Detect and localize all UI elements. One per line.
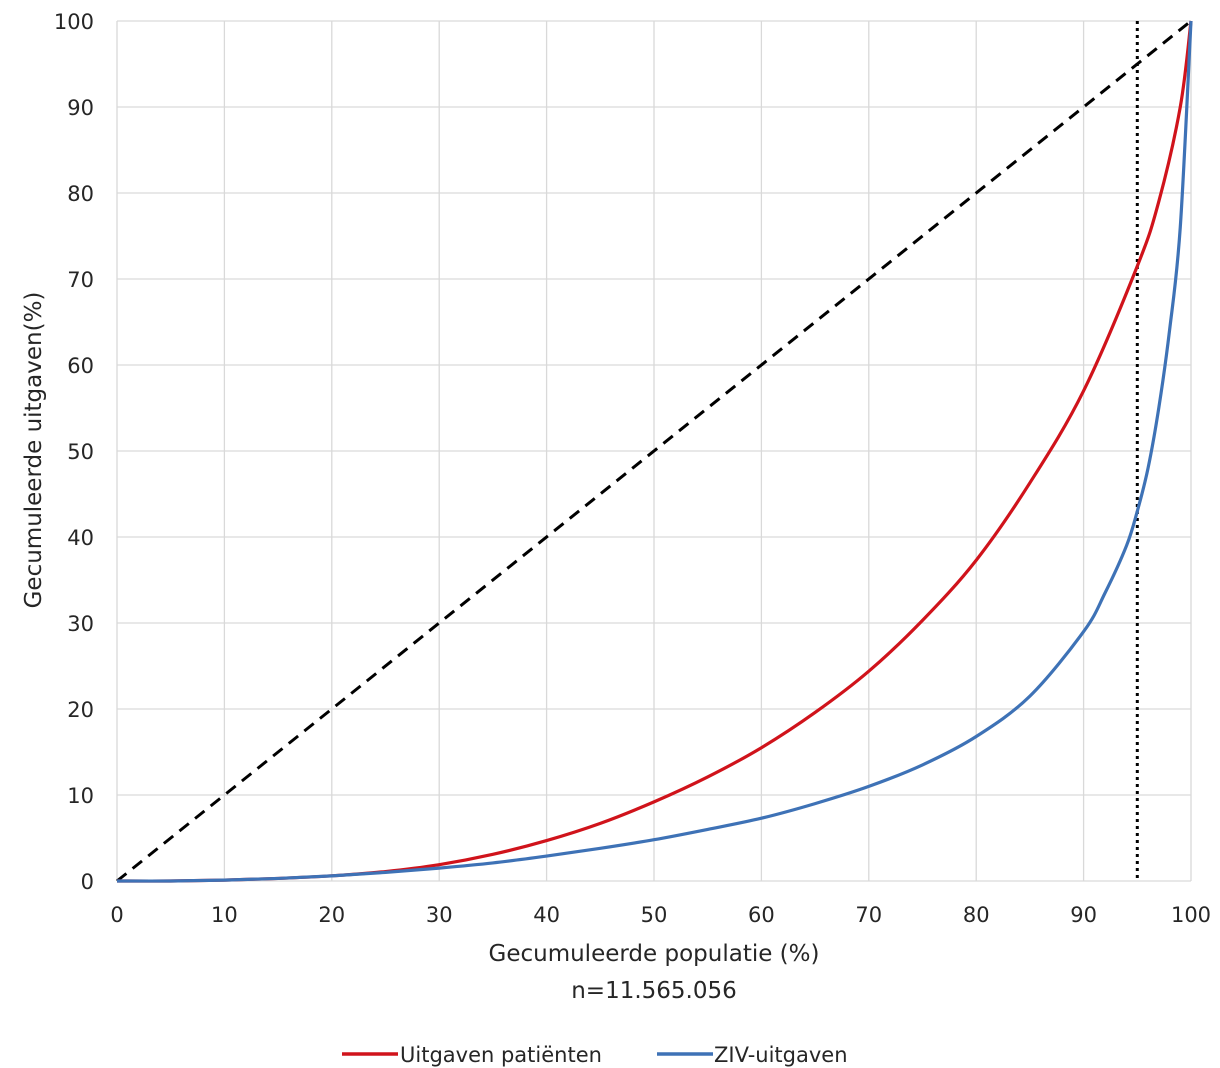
legend-label: Uitgaven patiënten bbox=[400, 1043, 602, 1067]
x-tick-label: 40 bbox=[533, 903, 560, 927]
y-tick-label: 10 bbox=[67, 784, 94, 808]
y-tick-label: 80 bbox=[67, 182, 94, 206]
y-tick-label: 20 bbox=[67, 698, 94, 722]
x-axis-subtitle: n=11.565.056 bbox=[571, 978, 737, 1004]
y-axis-title: Gecumuleerde uitgaven(%) bbox=[21, 292, 47, 609]
x-tick-label: 60 bbox=[748, 903, 775, 927]
y-tick-label: 60 bbox=[67, 354, 94, 378]
series-line-ziv-uitgaven bbox=[116, 20, 1193, 883]
legend-label: ZIV-uitgaven bbox=[714, 1043, 848, 1067]
grid bbox=[116, 20, 1192, 882]
x-tick-label: 80 bbox=[963, 903, 990, 927]
x-tick-label: 10 bbox=[211, 903, 238, 927]
y-tick-label: 30 bbox=[67, 612, 94, 636]
equality-diagonal-line bbox=[116, 19, 1192, 883]
y-tick-label: 100 bbox=[54, 10, 94, 34]
x-tick-label: 90 bbox=[1070, 903, 1097, 927]
series-lines bbox=[116, 20, 1193, 883]
x-tick-label: 30 bbox=[426, 903, 453, 927]
x-tick-label: 70 bbox=[855, 903, 882, 927]
x-tick-label: 20 bbox=[318, 903, 345, 927]
x-axis-title: Gecumuleerde populatie (%) bbox=[489, 941, 820, 967]
y-tick-label: 70 bbox=[67, 268, 94, 292]
x-tick-label: 100 bbox=[1171, 903, 1211, 927]
x-tick-label: 0 bbox=[110, 903, 123, 927]
y-tick-label: 90 bbox=[67, 96, 94, 120]
x-tick-labels: 0 10 20 30 40 50 60 70 80 90 100 bbox=[110, 903, 1211, 927]
reference-lines bbox=[116, 19, 1192, 883]
y-tick-label: 50 bbox=[67, 440, 94, 464]
x-tick-label: 50 bbox=[641, 903, 668, 927]
legend: Uitgaven patiënten ZIV-uitgaven bbox=[342, 1043, 848, 1067]
y-tick-labels: 0 10 20 30 40 50 60 70 80 90 100 bbox=[54, 10, 94, 894]
y-tick-label: 0 bbox=[81, 870, 94, 894]
y-tick-label: 40 bbox=[67, 526, 94, 550]
